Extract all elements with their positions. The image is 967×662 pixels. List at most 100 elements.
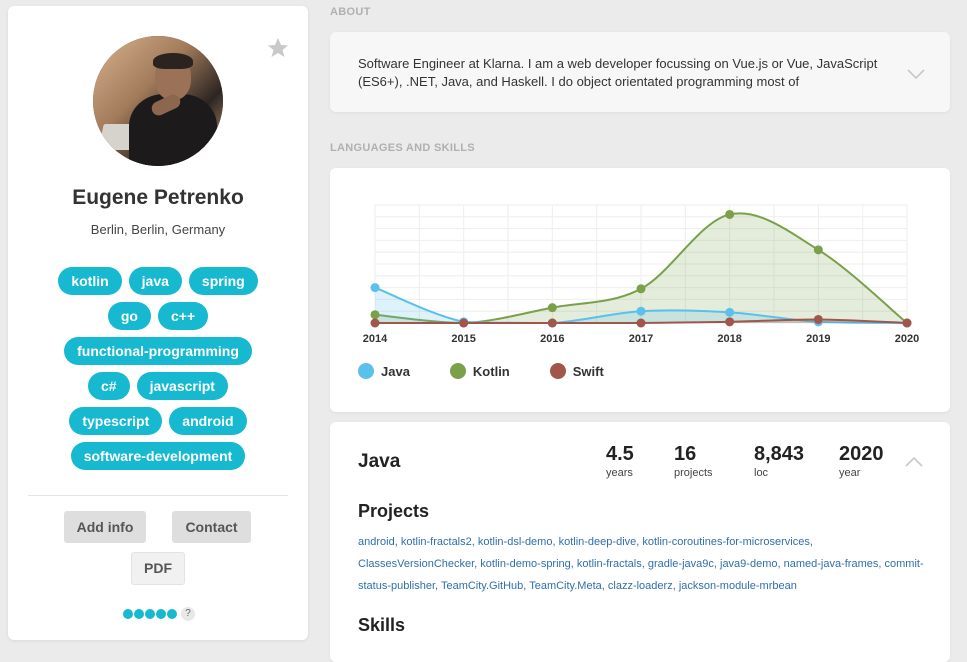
skills-chart: 2014 2015 2016 2017 2018 2019 2020 Java Kotlin S…	[330, 168, 950, 412]
tag-software-development[interactable]: software-development	[70, 442, 246, 470]
legend-item-swift[interactable]: Swift	[549, 363, 604, 379]
point-swift	[636, 318, 646, 328]
tag-c-[interactable]: c#	[88, 372, 130, 400]
legend-swatch	[449, 363, 466, 379]
tag-typescript[interactable]: typescript	[69, 407, 163, 435]
point-swift	[547, 318, 557, 328]
chevron-up-icon[interactable]	[904, 456, 924, 468]
legend-label: Java	[381, 363, 410, 379]
legend-item-kotlin[interactable]: Kotlin	[449, 363, 510, 379]
series-area-kotlin	[375, 213, 907, 323]
chevron-down-icon[interactable]	[906, 68, 926, 80]
project-link[interactable]: kotlin-deep-dive	[558, 536, 637, 548]
pdf-button[interactable]: PDF	[131, 552, 185, 585]
project-link[interactable]: kotlin-fractals2	[400, 536, 472, 548]
tag-list: kotlin java spring go c++ functional-programm…	[8, 267, 308, 477]
point-java	[636, 306, 646, 316]
about-card[interactable]: Software Engineer at Klarna. I am a web …	[330, 32, 950, 112]
legend-swatch	[358, 363, 374, 379]
projects-heading: Projects	[358, 501, 430, 521]
tag-kotlin[interactable]: kotlin	[58, 267, 122, 295]
x-tick-label: 2014	[363, 333, 388, 345]
rating: ?	[123, 607, 195, 621]
about-label: ABOUT	[330, 6, 371, 18]
series-area-java	[375, 287, 907, 323]
language-card: Java 4.5 years 16 projects 8,843 loc 202…	[330, 422, 950, 662]
series-area-swift	[375, 319, 907, 323]
project-link[interactable]: java9-demo	[720, 558, 778, 570]
stat-value: 16	[674, 443, 697, 465]
legend-swatch	[549, 363, 566, 379]
contact-button[interactable]: Contact	[172, 511, 251, 543]
point-java	[370, 283, 380, 293]
tag-row: go c++	[8, 302, 308, 330]
tag-javascript[interactable]: javascript	[136, 372, 228, 400]
x-tick-label: 2019	[806, 333, 830, 345]
point-swift	[459, 318, 469, 328]
point-java	[725, 307, 735, 317]
project-link[interactable]: ClassesVersionChecker	[358, 558, 475, 570]
avatar	[93, 36, 223, 166]
rating-dot	[145, 609, 155, 619]
project-link[interactable]: android	[358, 536, 395, 548]
project-link[interactable]: gradle-java9c	[647, 558, 714, 570]
stat-value: 2020	[839, 443, 884, 465]
project-link[interactable]: clazz-loaderz	[607, 580, 673, 592]
tag-go[interactable]: go	[107, 302, 151, 330]
legend-label: Kotlin	[472, 363, 510, 379]
profile-location: Berlin, Berlin, Germany	[90, 222, 226, 237]
add-info-button[interactable]: Add info	[64, 511, 146, 543]
point-swift	[725, 317, 735, 327]
project-link[interactable]: kotlin-demo-spring	[480, 558, 571, 570]
project-link[interactable]: named-java-frames	[783, 558, 879, 570]
point-swift	[370, 318, 380, 328]
x-tick-label: 2017	[629, 333, 653, 345]
point-swift	[902, 318, 912, 328]
profile-name: Eugene Petrenko	[72, 186, 244, 209]
stat-year: 2020 year	[839, 442, 884, 480]
tag-android[interactable]: android	[169, 407, 247, 435]
stat-years: 4.5 years	[606, 442, 634, 480]
tag-spring[interactable]: spring	[188, 267, 258, 295]
stat-loc: 8,843 loc	[754, 442, 804, 480]
x-tick-label: 2020	[895, 333, 919, 345]
x-tick-label: 2015	[451, 333, 475, 345]
point-kotlin	[370, 310, 380, 320]
stat-unit: loc	[754, 467, 769, 479]
project-list: android, kotlin-fractals2, kotlin-dsl-de…	[358, 536, 924, 592]
tag-row: typescript android	[8, 407, 308, 435]
point-kotlin	[725, 209, 735, 219]
chart-legend: Java Kotlin Swift	[358, 363, 604, 379]
rating-dot	[123, 609, 133, 619]
stat-value: 8,843	[754, 443, 805, 465]
point-swift	[813, 314, 823, 324]
tag-functional-programming[interactable]: functional-programming	[64, 337, 252, 365]
point-kotlin	[636, 284, 646, 294]
point-kotlin	[547, 303, 557, 313]
tag-java[interactable]: java	[128, 267, 182, 295]
skills-label: LANGUAGES AND SKILLS	[330, 142, 475, 154]
x-tick-label: 2018	[717, 333, 741, 345]
stat-value: 4.5	[606, 443, 634, 465]
legend-label: Swift	[572, 363, 604, 379]
project-link[interactable]: kotlin-dsl-demo	[477, 536, 553, 548]
project-link[interactable]: kotlin-coroutines-for-microservices	[642, 536, 810, 548]
project-link[interactable]: kotlin-fractals	[576, 558, 642, 570]
tag-c-[interactable]: c++	[157, 302, 209, 330]
star-icon[interactable]	[266, 36, 290, 60]
point-kotlin	[813, 245, 823, 255]
stat-unit: projects	[674, 467, 713, 479]
project-link[interactable]: commit-status-publisher	[358, 558, 924, 592]
skills-heading: Skills	[358, 615, 406, 635]
rating-help-icon[interactable]: ?	[181, 607, 195, 621]
project-link[interactable]: jackson-module-mrbean	[678, 580, 797, 592]
stat-projects: 16 projects	[674, 442, 713, 480]
about-text: Software Engineer at Klarna. I am a web …	[358, 56, 878, 89]
stat-unit: year	[839, 467, 861, 479]
x-tick-label: 2016	[540, 333, 564, 345]
project-link[interactable]: TeamCity.Meta	[529, 580, 602, 592]
project-link[interactable]: TeamCity.GitHub	[440, 580, 524, 592]
legend-item-java[interactable]: Java	[358, 363, 410, 379]
skills-chart-svg: 2014 2015 2016 2017 2018 2019 2020	[363, 204, 919, 345]
stat-unit: years	[606, 467, 633, 479]
